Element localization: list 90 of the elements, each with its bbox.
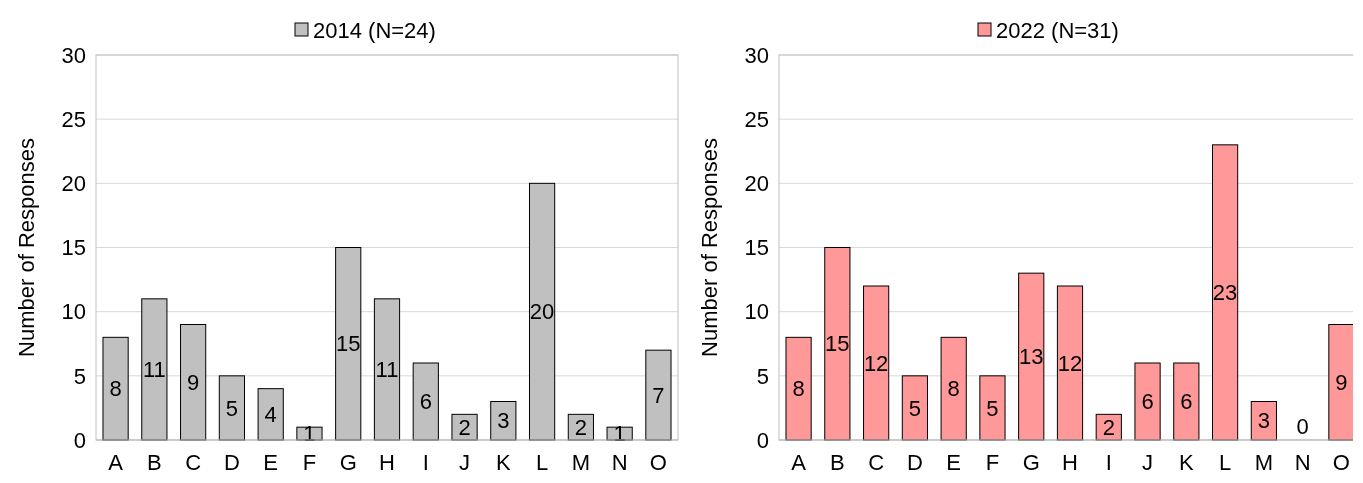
data-label: 11 xyxy=(142,357,166,383)
y-tick-label: 5 xyxy=(73,363,86,389)
x-tick-label: B xyxy=(830,450,845,475)
data-label: 2 xyxy=(574,414,587,440)
x-tick-label: L xyxy=(535,450,549,475)
data-label: 23 xyxy=(1212,280,1238,306)
x-tick-label: E xyxy=(946,450,962,475)
x-tick-label: F xyxy=(985,450,1000,475)
data-label: 5 xyxy=(908,395,922,421)
bar xyxy=(1173,362,1200,441)
x-tick-label: O xyxy=(1332,450,1350,475)
x-tick-label: G xyxy=(339,450,357,475)
x-tick-label: D xyxy=(906,450,923,475)
data-label: 0 xyxy=(1296,413,1309,439)
x-tick-label: N xyxy=(611,450,628,475)
x-tick-label: C xyxy=(868,450,885,475)
x-tick-label: L xyxy=(1218,450,1232,475)
y-axis-title: Number of Responses xyxy=(697,138,722,357)
x-tick-label: B xyxy=(147,450,162,475)
data-label: 11 xyxy=(375,357,399,383)
y-tick-label: 25 xyxy=(61,106,86,132)
x-tick-label: C xyxy=(185,450,202,475)
data-label: 4 xyxy=(264,402,277,428)
y-axis-title: Number of Responses xyxy=(14,138,39,357)
data-label: 5 xyxy=(986,395,999,421)
data-label: 2 xyxy=(458,414,471,440)
x-tick-label: I xyxy=(422,450,429,475)
data-label: 9 xyxy=(1335,369,1348,395)
y-tick-label: 15 xyxy=(61,235,86,261)
x-tick-label: A xyxy=(791,450,807,475)
data-label: 1 xyxy=(303,421,316,447)
x-tick-label: O xyxy=(649,450,667,475)
bar xyxy=(901,375,929,441)
y-tick-label: 5 xyxy=(756,363,769,389)
bar xyxy=(1211,144,1239,441)
x-tick-label: I xyxy=(1105,450,1112,475)
x-tick-label: M xyxy=(571,450,591,475)
y-tick-label: 25 xyxy=(744,106,769,132)
data-label: 13 xyxy=(1018,344,1044,370)
x-tick-label: K xyxy=(495,450,511,475)
x-tick-label: D xyxy=(223,450,240,475)
y-tick-label: 10 xyxy=(61,299,86,325)
x-tick-label: E xyxy=(263,450,279,475)
x-tick-label: F xyxy=(302,450,317,475)
data-label: 20 xyxy=(529,299,555,325)
bar xyxy=(940,336,967,441)
x-tick-label: M xyxy=(1254,450,1274,475)
data-label: 6 xyxy=(1141,389,1154,415)
y-tick-label: 30 xyxy=(61,42,86,68)
x-tick-label: J xyxy=(1142,450,1154,475)
x-tick-label: H xyxy=(1062,450,1078,475)
data-label: 15 xyxy=(825,331,850,357)
y-tick-label: 0 xyxy=(73,427,86,453)
data-label: 9 xyxy=(187,369,200,395)
data-label: 6 xyxy=(419,389,432,415)
bar xyxy=(979,375,1006,441)
data-label: 12 xyxy=(1057,350,1083,376)
data-label: 1 xyxy=(613,421,626,447)
y-tick-label: 15 xyxy=(744,235,769,261)
bar xyxy=(1328,324,1353,441)
x-tick-label: K xyxy=(1178,450,1194,475)
legend-label: 2014 (N=24) xyxy=(313,18,436,43)
y-tick-label: 30 xyxy=(744,42,769,68)
data-label: 3 xyxy=(1257,408,1270,434)
data-label: 6 xyxy=(1180,389,1193,415)
data-label: 2 xyxy=(1102,414,1115,440)
bar xyxy=(1134,362,1161,441)
data-label: 5 xyxy=(225,395,239,421)
x-tick-label: A xyxy=(108,450,124,475)
x-tick-label: N xyxy=(1294,450,1311,475)
legend-label: 2022 (N=31) xyxy=(996,18,1119,43)
data-label: 12 xyxy=(863,350,889,376)
y-tick-label: 10 xyxy=(744,299,769,325)
data-label: 15 xyxy=(335,331,361,357)
y-tick-label: 20 xyxy=(744,171,769,197)
x-tick-label: H xyxy=(379,450,395,475)
y-tick-label: 0 xyxy=(756,427,769,453)
data-label: 8 xyxy=(109,376,122,402)
bar xyxy=(785,336,812,441)
bar xyxy=(1056,285,1084,441)
bar xyxy=(863,285,890,441)
data-label: 8 xyxy=(947,376,960,402)
bar xyxy=(1018,272,1045,441)
x-tick-label: J xyxy=(459,450,471,475)
data-label: 7 xyxy=(652,382,665,408)
bar xyxy=(824,247,851,441)
x-tick-label: G xyxy=(1022,450,1040,475)
data-label: 8 xyxy=(792,376,805,402)
data-label: 3 xyxy=(497,408,510,434)
y-tick-label: 20 xyxy=(61,171,86,197)
